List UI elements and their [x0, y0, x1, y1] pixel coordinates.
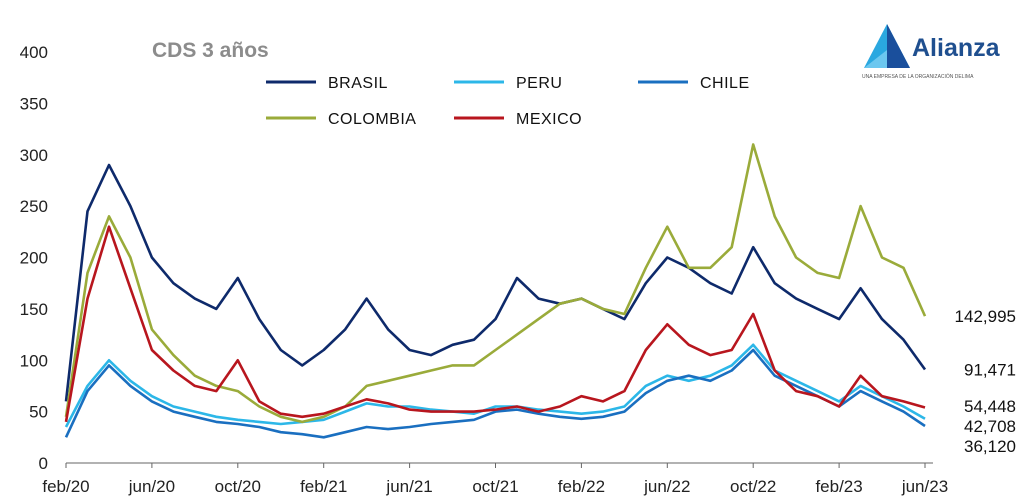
legend-label-chile: CHILE — [700, 75, 750, 92]
end-label-chile: 36,120 — [964, 437, 1016, 456]
series-lines — [64, 143, 927, 439]
x-tick-label: oct/21 — [472, 477, 518, 496]
series-line-mexico — [64, 225, 926, 423]
x-tick-label: feb/21 — [300, 477, 347, 496]
logo-triangle-icon — [864, 24, 910, 68]
y-tick-label: 350 — [20, 94, 48, 113]
legend-label-mexico: MEXICO — [516, 111, 582, 128]
y-tick-label: 0 — [39, 454, 48, 473]
alianza-logo: Alianza UNA EMPRESA DE LA ORGANIZACIÓN D… — [858, 20, 1024, 90]
legend-label-peru: PERU — [516, 75, 562, 92]
x-tick-label: feb/22 — [558, 477, 605, 496]
legend: BRASIL PERU CHILE COLOMBIA MEXICO — [266, 75, 750, 128]
y-tick-label: 150 — [20, 300, 48, 319]
y-tick-label: 200 — [20, 249, 48, 268]
x-tick-label: jun/22 — [643, 477, 690, 496]
end-label-peru: 42,708 — [964, 417, 1016, 436]
series-line-peru — [64, 343, 926, 428]
series-line-chile — [64, 348, 926, 439]
y-tick-label: 400 — [20, 43, 48, 62]
series-line-colombia — [64, 143, 927, 424]
x-tick-label: jun/21 — [385, 477, 432, 496]
series-line-brasil — [64, 163, 927, 402]
x-tick-label: oct/22 — [730, 477, 776, 496]
y-tick-label: 250 — [20, 197, 48, 216]
legend-label-colombia: COLOMBIA — [328, 111, 416, 128]
x-tick-label: jun/20 — [128, 477, 175, 496]
y-tick-label: 100 — [20, 351, 48, 370]
x-tick-label: jun/23 — [901, 477, 948, 496]
legend-label-brasil: BRASIL — [328, 75, 388, 92]
x-tick-label: oct/20 — [215, 477, 261, 496]
x-axis-ticks: feb/20 jun/20 oct/20 feb/21 jun/21 oct/21 feb/… — [42, 463, 948, 496]
end-label-brasil: 91,471 — [964, 360, 1016, 379]
chart-title: CDS 3 años — [152, 39, 269, 62]
logo-wordmark: Alianza — [912, 34, 1000, 62]
x-tick-label: feb/20 — [42, 477, 89, 496]
y-tick-label: 50 — [29, 403, 48, 422]
end-label-mexico: 54,448 — [964, 397, 1016, 416]
logo-tagline: UNA EMPRESA DE LA ORGANIZACIÓN DELIMA — [862, 74, 974, 80]
x-tick-label: feb/23 — [815, 477, 862, 496]
y-tick-label: 300 — [20, 146, 48, 165]
y-axis-ticks: 0 50 100 150 200 250 300 350 400 — [20, 43, 48, 473]
end-label-colombia: 142,995 — [955, 307, 1016, 326]
